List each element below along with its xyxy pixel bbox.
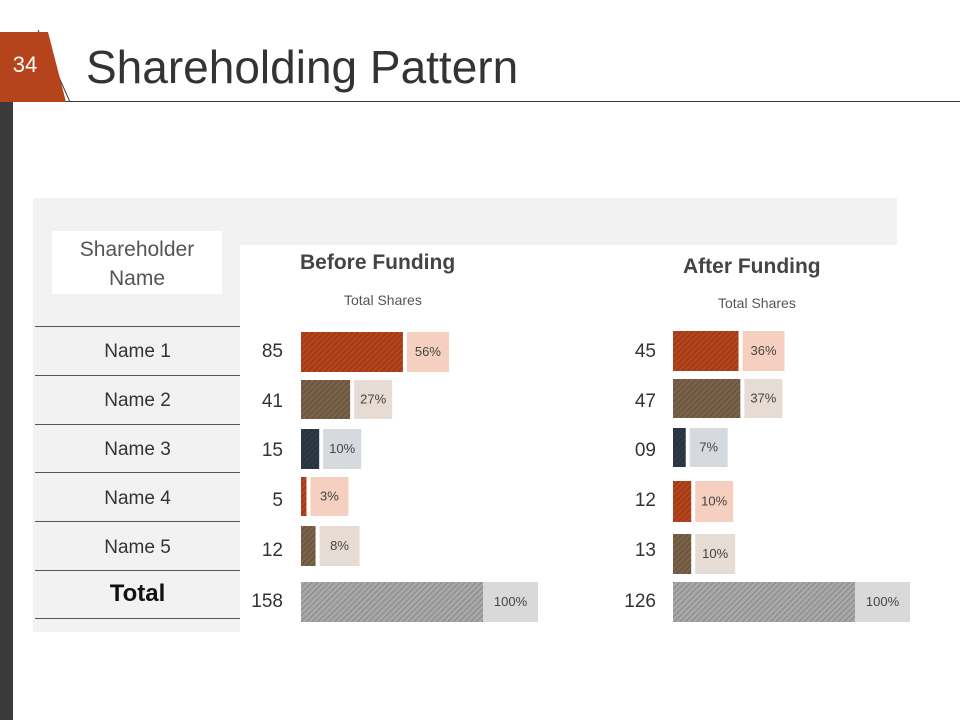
after-percent-label-3: 7%	[699, 440, 718, 455]
after-value-1: 45	[634, 341, 656, 362]
left-accent-stripe	[0, 102, 13, 720]
after-percent-label-5: 10%	[702, 546, 728, 561]
after-percent-box-1	[742, 331, 785, 371]
shareholder-name-3: Name 3	[104, 439, 171, 460]
row-divider	[35, 618, 240, 619]
row-divider	[35, 424, 240, 425]
page-title: Shareholding Pattern	[86, 41, 519, 93]
row-divider	[35, 521, 240, 522]
after-funding-title: After Funding	[683, 255, 821, 278]
before-value-total: 158	[251, 591, 283, 612]
after-percent-box-total	[855, 582, 910, 622]
before-bar-1	[301, 332, 403, 372]
before-percent-box-1	[406, 332, 449, 372]
after-value-5: 13	[634, 540, 656, 561]
before-percent-box-3	[323, 429, 362, 469]
after-funding-subtitle: Total Shares	[718, 295, 796, 311]
before-percent-label-2: 27%	[360, 392, 386, 407]
before-value-4: 5	[272, 490, 283, 511]
after-percent-box-4	[695, 481, 734, 522]
before-value-1: 85	[261, 341, 283, 362]
row-divider	[35, 570, 240, 571]
shareholder-header: Shareholder Name	[52, 231, 222, 294]
before-funding-subtitle: Total Shares	[344, 292, 422, 308]
after-percent-label-total: 100%	[866, 594, 900, 609]
after-bar-5	[673, 534, 692, 574]
before-value-2: 41	[261, 391, 283, 412]
before-percent-box-total	[483, 582, 538, 622]
shareholder-name-5: Name 5	[104, 537, 171, 558]
row-divider	[35, 472, 240, 473]
before-percent-box-5	[319, 526, 360, 566]
row-divider	[35, 326, 240, 327]
shareholder-name-4: Name 4	[104, 488, 171, 509]
after-bar-3	[673, 428, 686, 467]
before-bar-2	[301, 380, 351, 419]
before-bar-5	[301, 526, 316, 566]
before-percent-label-5: 8%	[330, 538, 349, 553]
after-percent-label-4: 10%	[701, 494, 727, 509]
before-bar-total	[301, 582, 483, 622]
shareholder-name-1: Name 1	[104, 341, 171, 362]
before-percent-label-3: 10%	[329, 441, 355, 456]
after-value-2: 47	[634, 391, 656, 412]
shareholder-column	[33, 245, 240, 632]
before-percent-label-1: 56%	[415, 344, 441, 359]
slide-number-badge	[0, 30, 70, 102]
after-bar-1	[673, 331, 739, 371]
before-percent-label-total: 100%	[494, 594, 528, 609]
shareholder-name-2: Name 2	[104, 390, 171, 411]
before-percent-box-4	[310, 477, 349, 516]
before-value-3: 15	[261, 440, 283, 461]
after-bar-2	[673, 379, 741, 418]
after-percent-box-2	[744, 379, 783, 418]
after-bar-4	[673, 481, 692, 522]
total-label: Total	[109, 580, 166, 607]
after-value-4: 12	[634, 490, 656, 511]
before-value-5: 12	[261, 540, 283, 561]
after-bar-total	[673, 582, 855, 622]
after-percent-box-3	[689, 428, 728, 467]
after-value-total: 126	[624, 591, 656, 612]
slide-number: 34	[12, 52, 38, 77]
before-percent-box-2	[354, 380, 393, 419]
after-percent-label-2: 37%	[750, 391, 776, 406]
row-divider	[35, 375, 240, 376]
after-percent-label-1: 36%	[751, 343, 777, 358]
before-percent-label-4: 3%	[320, 489, 339, 504]
before-bar-3	[301, 429, 320, 469]
after-percent-box-5	[695, 534, 736, 574]
before-bar-4	[301, 477, 307, 516]
before-funding-title: Before Funding	[300, 251, 456, 274]
after-value-3: 09	[634, 440, 656, 461]
title-underline	[60, 101, 960, 102]
